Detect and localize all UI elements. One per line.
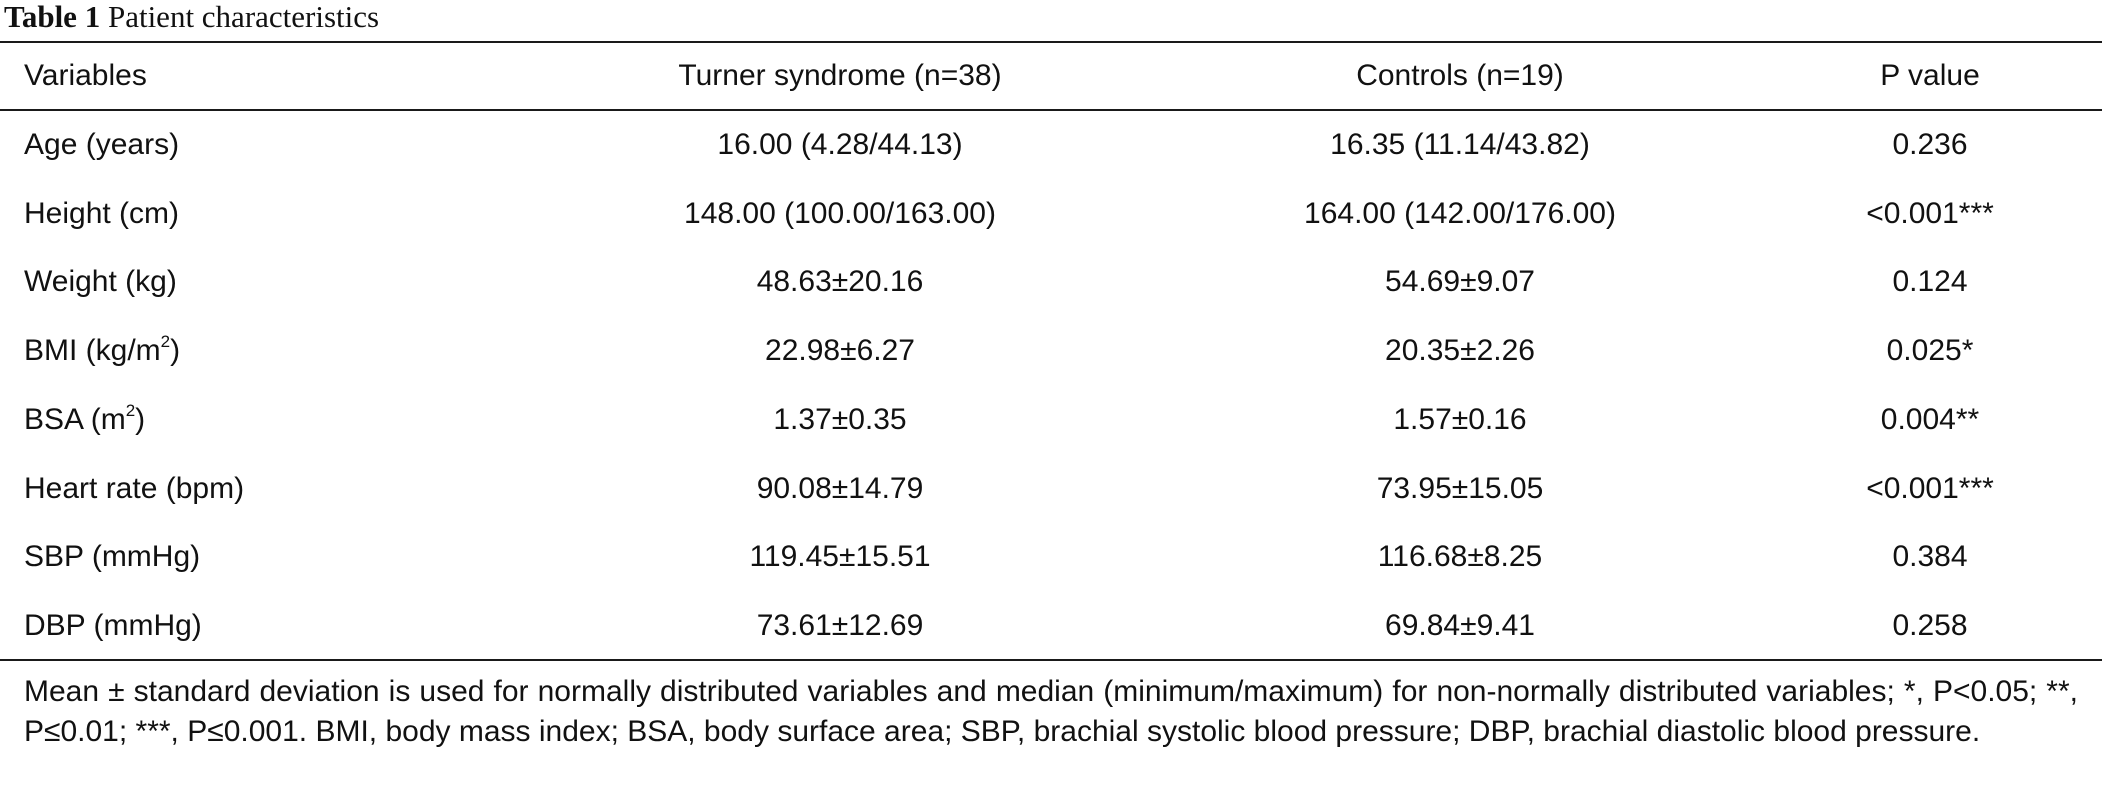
row-variable: BMI (kg/m2)	[24, 332, 181, 367]
table-caption: Table 1 Patient characteristics	[4, 0, 379, 38]
header-variables: Variables	[24, 59, 147, 92]
row-controls-value: 54.69±9.07	[1385, 265, 1535, 298]
header-p-value: P value	[1880, 59, 1980, 92]
row-p-value: 0.258	[1892, 609, 1968, 642]
table-caption-label: Table 1	[4, 0, 101, 34]
row-variable: DBP (mmHg)	[24, 609, 202, 642]
row-controls-value: 69.84±9.41	[1385, 609, 1535, 642]
row-p-value: 0.236	[1892, 128, 1968, 161]
table-top-rule	[0, 41, 2102, 43]
row-turner-value: 48.63±20.16	[756, 265, 924, 298]
row-p-value: 0.004**	[1880, 403, 1980, 436]
row-p-value: 0.025*	[1886, 334, 1974, 367]
header-controls: Controls (n=19)	[1356, 59, 1564, 92]
row-variable: Height (cm)	[24, 197, 180, 230]
row-controls-value: 73.95±15.05	[1376, 472, 1544, 505]
table-bottom-rule	[0, 659, 2102, 661]
row-turner-value: 1.37±0.35	[773, 403, 907, 436]
row-variable: Heart rate (bpm)	[24, 472, 245, 505]
header-turner-syndrome: Turner syndrome (n=38)	[678, 59, 1002, 92]
row-controls-value: 164.00 (142.00/176.00)	[1304, 197, 1616, 230]
row-turner-value: 148.00 (100.00/163.00)	[684, 197, 996, 230]
row-controls-value: 1.57±0.16	[1393, 403, 1527, 436]
row-controls-value: 20.35±2.26	[1385, 334, 1535, 367]
row-p-value: 0.384	[1892, 540, 1968, 573]
row-turner-value: 16.00 (4.28/44.13)	[717, 128, 963, 161]
row-controls-value: 116.68±8.25	[1377, 540, 1543, 573]
row-p-value: <0.001***	[1866, 197, 1994, 230]
row-turner-value: 22.98±6.27	[765, 334, 915, 367]
row-variable: SBP (mmHg)	[24, 540, 201, 573]
row-turner-value: 73.61±12.69	[756, 609, 924, 642]
row-variable: BSA (m2)	[24, 401, 146, 436]
row-turner-value: 119.45±15.51	[749, 540, 931, 573]
table-footnote: Mean ± standard deviation is used for no…	[24, 675, 2078, 748]
row-controls-value: 16.35 (11.14/43.82)	[1330, 128, 1590, 161]
row-p-value: 0.124	[1892, 265, 1968, 298]
row-variable: Weight (kg)	[24, 265, 177, 298]
row-turner-value: 90.08±14.79	[756, 472, 924, 505]
table-caption-title: Patient characteristics	[107, 0, 380, 34]
table-header-rule	[0, 109, 2102, 111]
row-variable: Age (years)	[24, 128, 180, 161]
row-p-value: <0.001***	[1866, 472, 1994, 505]
